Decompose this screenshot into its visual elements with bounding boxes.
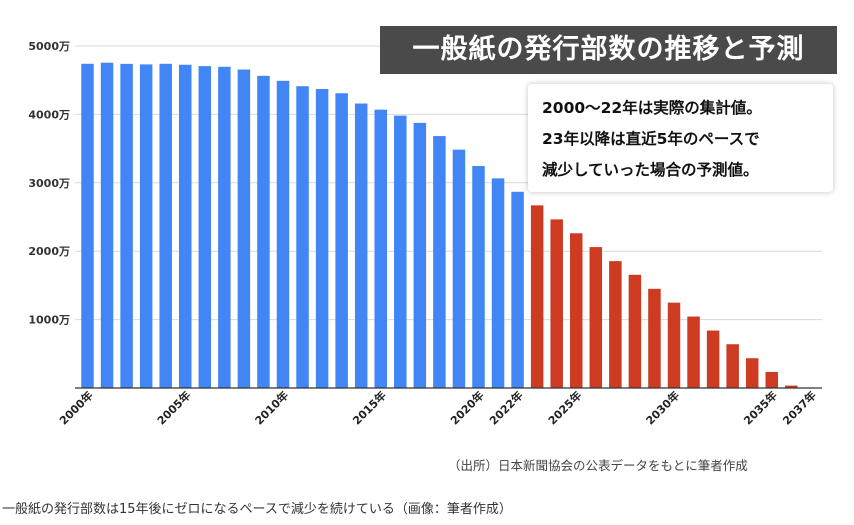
y-tick-label: 3000万 (28, 177, 70, 190)
bar-2016 (394, 115, 407, 389)
x-tick-label: 2025年 (545, 388, 584, 427)
bar-2011 (296, 86, 309, 388)
bar-2012 (315, 89, 329, 389)
y-axis-ticks: 1000万 2000万 3000万 4000万 5000万 (28, 40, 70, 327)
bar-2000 (81, 63, 94, 389)
bar-2025 (570, 233, 583, 388)
annotation-box: 2000〜22年は実際の集計値。 23年以降は直近5年のペースで 減少していった… (528, 84, 833, 192)
bar-2031 (687, 316, 700, 388)
bar-2020 (472, 166, 485, 388)
bar-2005 (179, 64, 192, 388)
x-tick-label: 2020年 (447, 388, 486, 427)
bar-2033 (726, 344, 739, 388)
x-tick-label: 2037年 (780, 388, 819, 427)
y-tick-label: 2000万 (28, 245, 70, 258)
bar-2032 (706, 330, 720, 388)
x-tick-label: 2030年 (643, 388, 682, 427)
x-tick-label: 2022年 (486, 388, 525, 427)
y-tick-label: 4000万 (28, 108, 70, 121)
bar-2034 (745, 358, 759, 388)
bar-2026 (589, 247, 603, 388)
bar-2029 (648, 288, 661, 388)
bar-2017 (413, 122, 427, 389)
bar-2004 (159, 63, 172, 389)
x-tick-label: 2035年 (741, 388, 780, 427)
bar-2015 (374, 109, 387, 389)
bars (81, 62, 798, 389)
bar-2023 (530, 205, 544, 388)
bar-2021 (491, 178, 505, 388)
x-tick-label: 2015年 (350, 388, 389, 427)
bar-2035 (765, 371, 778, 388)
y-tick-label: 1000万 (28, 314, 70, 327)
source-note: （出所）日本新聞協会の公表データをもとに筆者作成 (448, 458, 748, 473)
bar-2022 (511, 191, 524, 388)
bar-2003 (139, 64, 153, 388)
bar-2024 (550, 219, 563, 388)
bar-2010 (276, 80, 290, 388)
bar-2006 (198, 66, 212, 389)
bar-2027 (609, 261, 622, 388)
bar-2030 (667, 302, 681, 388)
image-caption: 一般紙の発行部数は15年後にゼロになるペースで減少を続けている（画像：筆者作成） (2, 502, 512, 517)
x-axis-ticks: 2000年 2005年 2010年 2015年 2020年 2022年 2025年 2030年… (56, 388, 819, 427)
x-tick-label: 2005年 (154, 388, 193, 427)
y-tick-label: 5000万 (28, 40, 70, 53)
x-tick-label: 2010年 (252, 388, 291, 427)
bar-2013 (335, 93, 348, 388)
bar-2028 (628, 274, 642, 388)
bar-2009 (257, 75, 270, 389)
x-tick-label: 2000年 (56, 388, 95, 427)
bar-2019 (452, 149, 466, 388)
bar-2036 (785, 385, 798, 388)
bar-2002 (120, 63, 133, 388)
chart-title: 一般紙の発行部数の推移と予測 (380, 26, 837, 74)
annotation-line-1: 2000〜22年は実際の集計値。 (542, 99, 762, 117)
bar-2008 (237, 69, 251, 388)
bar-2014 (354, 103, 368, 388)
bar-2001 (100, 62, 114, 388)
annotation-line-2: 23年以降は直近5年のペースで (542, 130, 760, 148)
bar-2018 (433, 136, 446, 388)
annotation-line-3: 減少していった場合の予測値。 (542, 161, 759, 179)
bar-2007 (218, 66, 231, 388)
